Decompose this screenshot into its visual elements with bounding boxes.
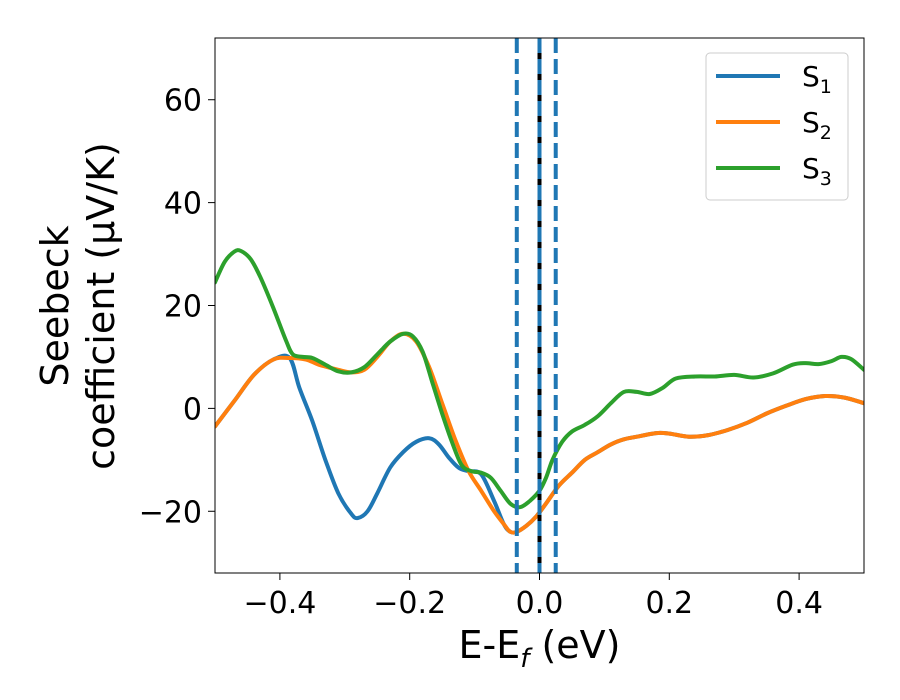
y-axis-label-line2: coefficient (μV/K) [79,142,123,470]
x-axis-label: E-Ef (eV) [459,623,621,674]
x-axis-label-unit: (eV) [529,623,620,667]
legend-label-s2: S2 [802,106,832,144]
y-tick-label: 20 [164,290,202,325]
vertical-lines [514,38,558,573]
legend-label-s1: S1 [802,60,832,98]
legend-label-main: S [802,106,820,139]
legend-label-s3: S3 [802,152,832,190]
legend-label-main: S [802,152,820,185]
legend-label-main: S [802,60,820,93]
legend-box [705,52,849,201]
legend-label-sub: 1 [820,76,832,98]
y-axis-label-line1: Seebeck [33,225,77,386]
ticks-layer: −0.4 −0.2 0.0 0.2 0.4 −20 0 20 40 60 [139,84,823,621]
x-tick-label: 0.0 [516,586,564,621]
y-tick-label: 0 [183,392,202,427]
y-tick-label: 40 [164,187,202,222]
legend-label-sub: 3 [820,168,832,190]
y-tick-label: 60 [164,84,202,119]
y-axis-label: Seebeck coefficient (μV/K) [33,142,123,470]
legend-label-sub: 2 [820,122,832,144]
x-tick-label: −0.4 [243,586,316,621]
series-line-s3 [215,248,864,510]
x-tick-label: 0.2 [645,586,693,621]
x-axis-label-main: E-E [459,623,521,667]
x-tick-label: −0.2 [373,586,446,621]
x-tick-label: 0.4 [775,586,823,621]
y-tick-label: −20 [139,495,202,530]
